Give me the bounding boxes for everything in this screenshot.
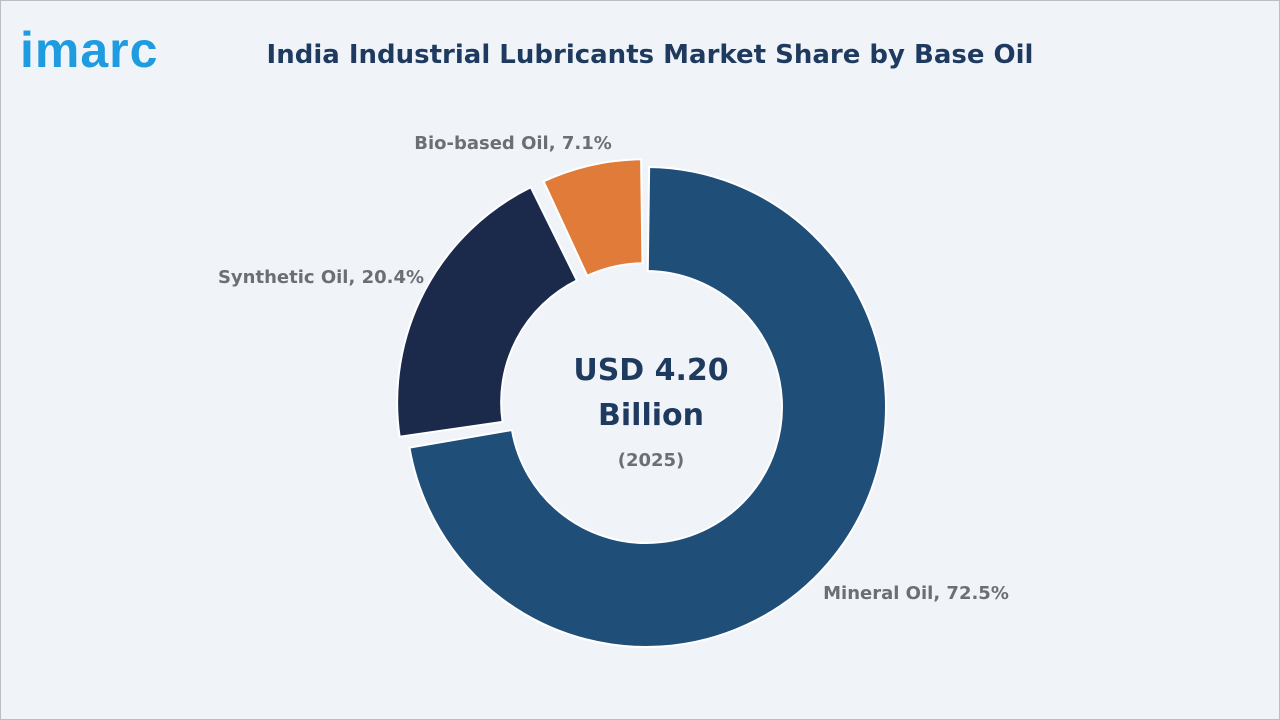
chart-title: India Industrial Lubricants Market Share… xyxy=(266,40,1034,70)
center-value-line1: USD 4.20 xyxy=(573,353,728,388)
center-year: (2025) xyxy=(618,450,685,471)
slice-synthetic-oil xyxy=(396,185,579,438)
imarc-logo: imarc xyxy=(20,22,159,78)
label-bio-based-oil: Bio-based Oil, 7.1% xyxy=(414,133,612,154)
slice-mineral-oil xyxy=(408,166,887,648)
label-synthetic-oil: Synthetic Oil, 20.4% xyxy=(218,267,424,288)
label-mineral-oil: Mineral Oil, 72.5% xyxy=(823,583,1009,604)
center-value-line2: Billion xyxy=(598,398,704,433)
slice-bio-based-oil xyxy=(542,158,644,278)
